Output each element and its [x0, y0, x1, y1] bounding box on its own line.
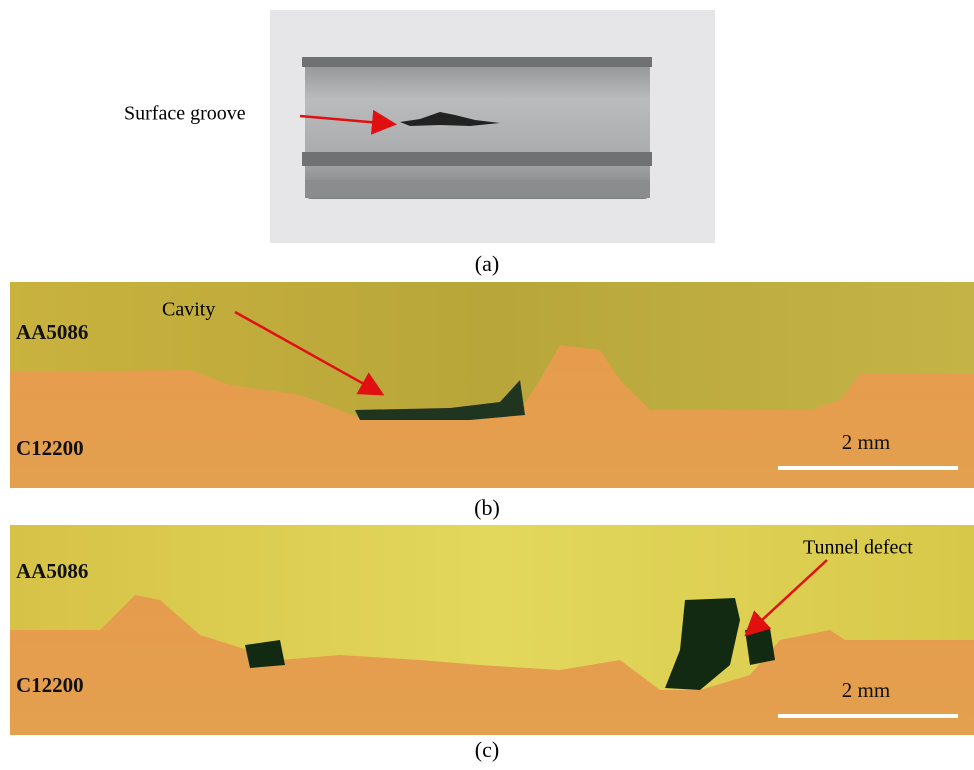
material-label: AA5086	[16, 320, 88, 344]
material-label: AA5086	[16, 559, 88, 583]
material-label: C12200	[16, 673, 84, 697]
panel-label: (b)	[474, 495, 500, 520]
panel-a: Surface groove (a)	[124, 10, 715, 276]
specimen	[305, 57, 650, 199]
scale-bar-label: 2 mm	[842, 430, 890, 454]
figure: Surface groove (a) Cavity AA5086 C12200 …	[0, 0, 974, 770]
panel-label: (a)	[475, 251, 499, 276]
annotation: Surface groove	[124, 103, 246, 125]
rim	[302, 57, 652, 67]
material-label: C12200	[16, 436, 84, 460]
panel-b: Cavity AA5086 C12200 2 mm (b)	[10, 282, 974, 520]
annotation: Cavity	[162, 299, 215, 321]
panel-c: Tunnel defect AA5086 C12200 2 mm (c)	[10, 525, 974, 762]
scale-bar	[778, 714, 958, 718]
cavity	[745, 628, 775, 665]
scale-bar	[778, 466, 958, 470]
rim	[302, 152, 652, 166]
scale-bar-label: 2 mm	[842, 678, 890, 702]
annotation: Tunnel defect	[803, 537, 913, 559]
panel-label: (c)	[475, 737, 499, 762]
rim	[305, 180, 650, 198]
cavity	[245, 640, 285, 668]
